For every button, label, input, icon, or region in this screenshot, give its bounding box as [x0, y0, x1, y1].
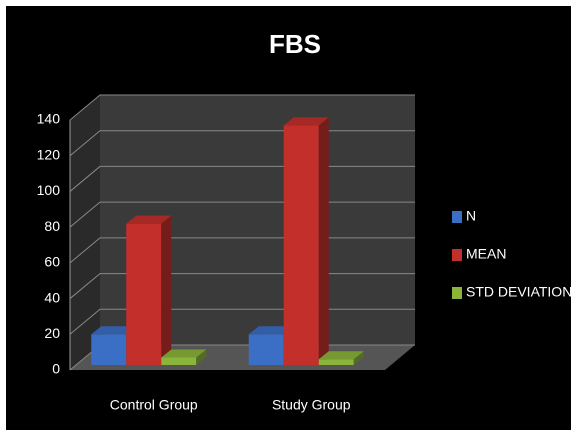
bar-front — [248, 334, 284, 365]
bar-front — [126, 223, 162, 365]
legend-label: STD DEVIATION — [466, 284, 572, 300]
y-tick-label: 60 — [44, 254, 60, 270]
bar — [126, 215, 172, 365]
chart-title: FBS — [269, 29, 321, 59]
legend-label: N — [466, 208, 476, 224]
y-tick-label: 140 — [37, 111, 61, 127]
bar-top — [161, 349, 207, 358]
legend-swatch — [452, 211, 462, 223]
legend-label: MEAN — [466, 246, 506, 262]
y-tick-label: 20 — [44, 325, 60, 341]
bar-side — [161, 215, 172, 365]
legend-swatch — [452, 249, 462, 261]
y-tick-label: 40 — [44, 289, 60, 305]
bar-top — [318, 351, 364, 360]
bar-front — [161, 357, 197, 365]
bar-side — [318, 117, 329, 365]
y-tick-label: 120 — [37, 146, 61, 162]
side-wall — [70, 95, 100, 370]
bar — [318, 351, 364, 365]
bar-top — [126, 215, 172, 224]
bar — [161, 349, 207, 365]
bar-front — [91, 334, 127, 365]
grid-line — [69, 94, 415, 121]
bar-front — [318, 359, 354, 365]
bar-top — [91, 326, 137, 335]
x-tick-label: Study Group — [272, 397, 351, 413]
bar — [283, 117, 329, 365]
bar-front — [283, 125, 319, 365]
back-wall — [100, 95, 415, 345]
bar-side — [196, 349, 207, 365]
bar-side — [353, 351, 364, 365]
y-tick-label: 0 — [52, 361, 60, 377]
legend-swatch — [452, 287, 462, 299]
y-tick-label: 80 — [44, 218, 60, 234]
bar-top — [283, 117, 329, 126]
bar-top — [248, 326, 294, 335]
x-tick-label: Control Group — [110, 397, 198, 413]
y-tick-label: 100 — [37, 182, 61, 198]
